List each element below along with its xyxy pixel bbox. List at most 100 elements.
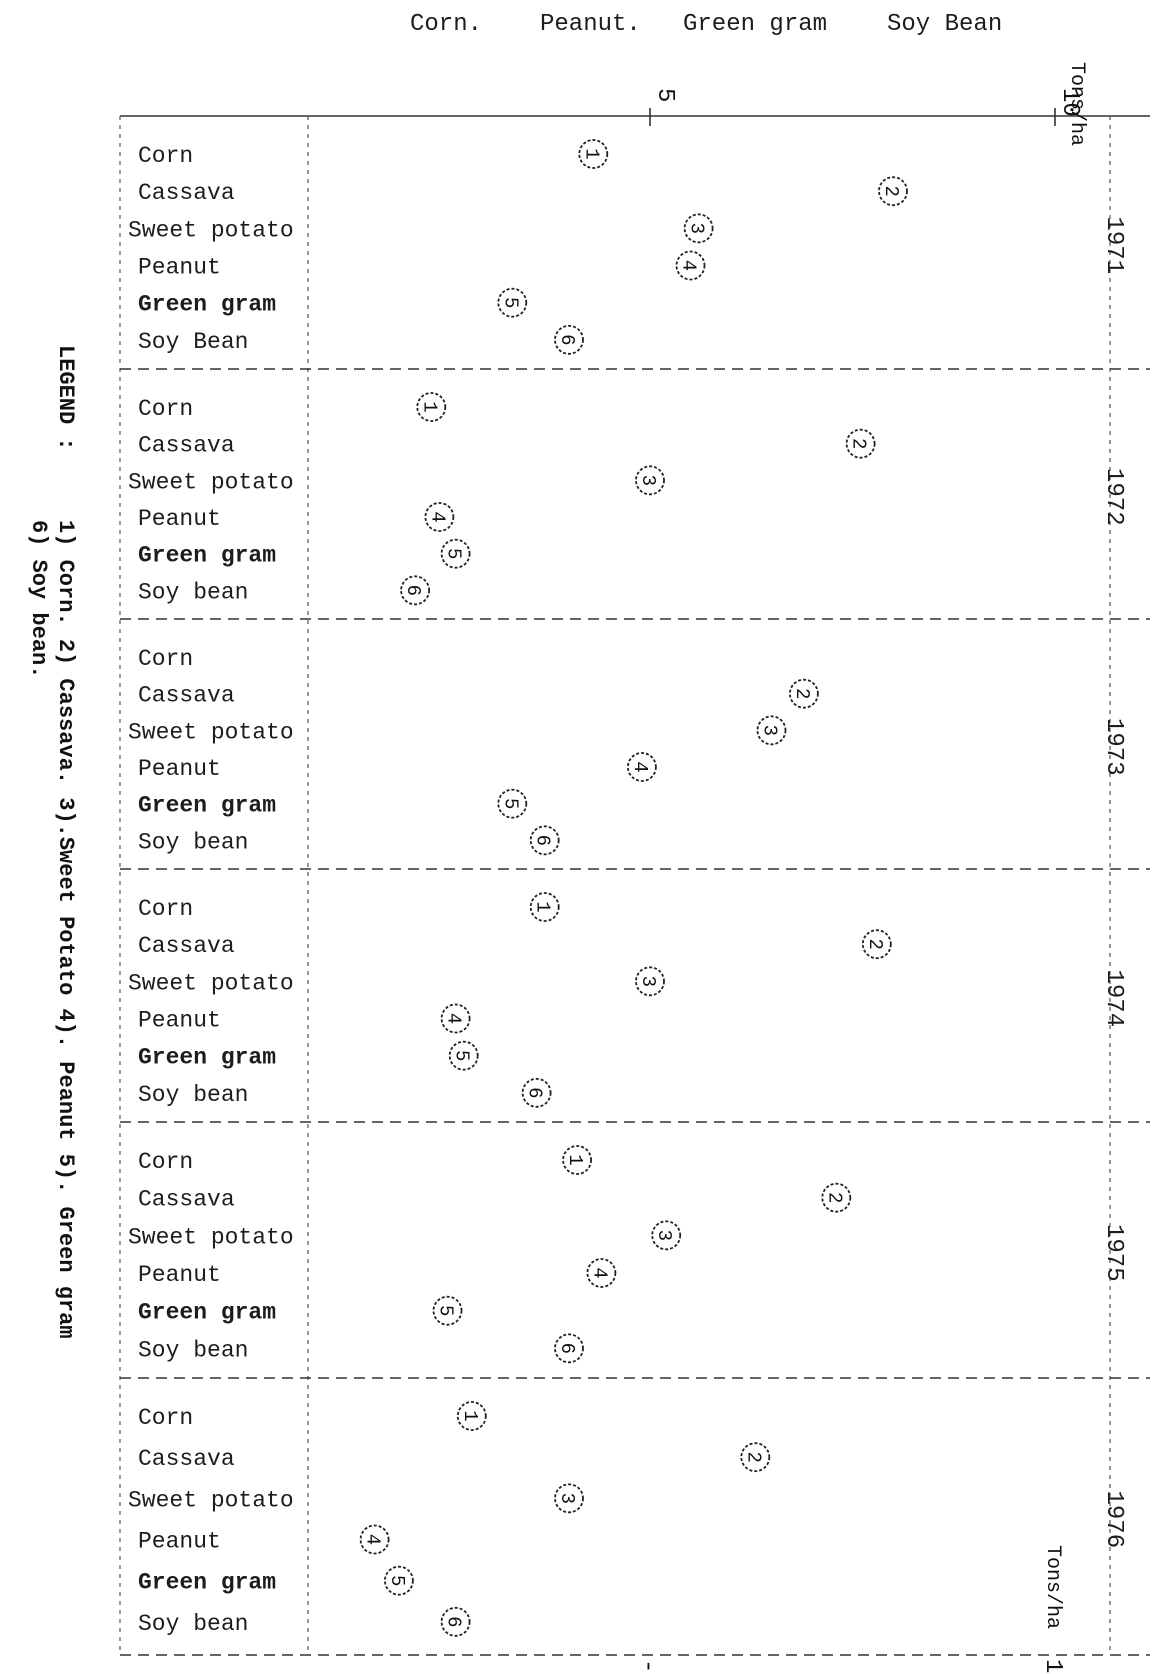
data-point-number: 2 [823,1192,845,1203]
data-point-marker [861,929,892,960]
legend-title: LEGEND : [53,345,78,451]
year-label: 1972 [1100,468,1127,526]
data-point-marker [440,538,471,569]
data-point-number: 3 [556,1493,578,1504]
header-crop-label: Green gram [683,11,827,38]
data-point-marker [651,1220,682,1251]
crop-row-label: Soy bean [138,829,248,855]
legend: LEGEND : 1) Corn. 2) Cassava. 3).Sweet Po… [26,345,78,1339]
data-point-number: 3 [637,475,659,486]
data-point-marker [562,1145,592,1175]
top-tick-label: 5 [651,88,678,102]
data-point-number: 4 [426,511,448,522]
year-label: 1976 [1100,1491,1127,1549]
bottom-tick-label: -5 [634,1659,661,1674]
data-point-number: 5 [451,1050,473,1061]
crop-row-label: Peanut [138,255,221,281]
data-point-marker [529,825,560,856]
data-point-marker [529,892,560,922]
data-point-number: 5 [435,1305,457,1316]
data-point-number: 6 [556,1343,578,1354]
crop-row-label: Corn [138,396,193,422]
data-point-number: 6 [524,1087,546,1098]
data-point-number: 2 [791,688,813,699]
crop-row-label: Soy Bean [138,329,248,355]
data-point-number: 4 [443,1013,465,1024]
data-point-number: 5 [499,798,521,809]
data-point-number: 2 [880,185,902,196]
bottom-tick-label: 10 [1039,1659,1066,1674]
data-point-marker [586,1258,617,1288]
data-point-number: 1 [564,1154,586,1165]
data-point-number: 5 [386,1575,408,1586]
header-crop-label: Soy Bean [887,11,1002,38]
data-point-marker [627,752,657,782]
crop-row-label: Peanut [138,1262,221,1288]
data-point-marker [521,1077,552,1108]
top-unit-label: Tons/ha [1065,62,1088,146]
data-point-marker [554,324,584,355]
data-point-number: 3 [686,223,708,234]
data-point-marker [383,1565,414,1596]
crop-row-label: Corn [138,143,193,169]
crop-row-label: Sweet potato [128,970,294,996]
crop-row-label: Green gram [138,292,276,318]
data-point-number: 4 [588,1267,610,1278]
data-point-marker [878,176,908,207]
data-point-number: 6 [443,1616,465,1627]
year-label: 1975 [1100,1224,1127,1282]
data-point-number: 1 [459,1410,481,1421]
data-point-number: 1 [418,401,440,412]
crop-row-label: Cassava [138,433,235,459]
data-point-marker [424,502,455,532]
year-panels: Corn Cassava Sweet potato Peanut Green gram S… [120,139,1150,1637]
data-point-marker [440,1606,471,1637]
data-point-marker [554,1333,584,1364]
crop-row-label: Peanut [138,506,221,532]
crop-row-label: Soy bean [138,579,248,605]
data-point-number: 3 [637,976,659,987]
crop-row-label: Green gram [138,1045,276,1071]
crop-row-label: Corn [138,896,193,922]
crop-row-label: Green gram [138,1570,276,1596]
data-point-number: 6 [556,334,578,345]
crop-row-label: Corn [138,1405,193,1431]
crop-row-label: Cassava [138,1446,235,1472]
crop-row-label: Sweet potato [128,217,294,243]
crop-row-label: Green gram [138,793,276,819]
crop-row-label: Soy bean [138,1611,248,1637]
data-point-marker [789,678,819,709]
data-point-marker [554,1483,584,1514]
crop-row-label: Peanut [138,1529,221,1555]
data-point-number: 5 [443,548,465,559]
data-point-marker [432,1295,463,1326]
crop-row-label: Cassava [138,1187,235,1213]
data-point-marker [635,966,665,997]
year-label: 1974 [1100,970,1127,1028]
data-point-number: 4 [629,761,651,772]
data-point-number: 6 [532,835,554,846]
top-tick-label: 10 [1056,88,1083,117]
data-point-number: 4 [362,1534,384,1545]
crop-row-label: Sweet potato [128,469,294,495]
data-point-number: 4 [678,260,700,271]
bottom-unit-label: Tons/ha [1041,1545,1064,1629]
header-crop-label: Corn. [410,11,482,38]
data-point-marker [416,392,447,422]
data-point-number: 3 [653,1230,675,1241]
crop-row-label: Cassava [138,933,235,959]
data-point-marker [821,1182,852,1213]
data-point-number: 1 [580,148,602,159]
data-point-marker [400,575,431,606]
crop-row-label: Soy bean [138,1082,248,1108]
crop-row-label: Green gram [138,1300,276,1326]
header-crop-label: Peanut. [540,11,641,38]
data-point-number: 3 [759,725,781,736]
crop-row-label: Sweet potato [128,719,294,745]
crop-row-label: Cassava [138,180,235,206]
data-point-number: 6 [402,585,424,596]
data-point-marker [756,715,787,746]
data-point-marker [359,1524,390,1555]
